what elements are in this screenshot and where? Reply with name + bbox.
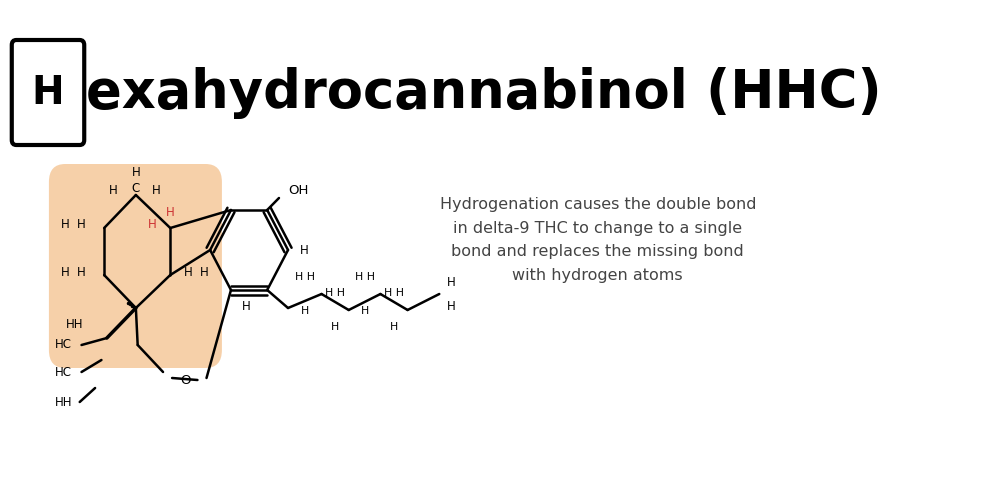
Text: HH: HH [66, 318, 83, 332]
Text: H: H [32, 74, 64, 112]
Text: H: H [151, 184, 160, 196]
Text: H H: H H [325, 288, 345, 298]
Text: H H: H H [355, 272, 375, 282]
FancyBboxPatch shape [49, 164, 222, 368]
Text: H: H [148, 218, 157, 232]
Text: HH: HH [55, 396, 72, 408]
Text: H: H [361, 306, 369, 316]
Text: H: H [200, 266, 209, 278]
Text: H: H [300, 244, 309, 256]
Text: H: H [390, 322, 398, 332]
Text: OH: OH [288, 184, 308, 196]
Text: H: H [242, 300, 251, 314]
Text: H: H [447, 276, 455, 289]
Text: H: H [331, 322, 339, 332]
FancyBboxPatch shape [12, 40, 84, 145]
Text: O: O [180, 374, 191, 386]
Text: HC: HC [55, 338, 72, 351]
Text: H: H [131, 166, 140, 178]
Text: exahydrocannabinol (HHC): exahydrocannabinol (HHC) [86, 67, 882, 119]
Text: Hydrogenation causes the double bond
in delta-9 THC to change to a single
bond a: Hydrogenation causes the double bond in … [440, 198, 756, 282]
Text: H: H [109, 184, 118, 196]
Text: HC: HC [55, 366, 72, 378]
Text: H: H [61, 266, 70, 278]
Text: H: H [61, 218, 70, 232]
Text: H: H [184, 266, 193, 278]
Text: C: C [132, 182, 140, 194]
Text: H: H [447, 300, 455, 314]
Text: H H: H H [384, 288, 404, 298]
Text: H: H [301, 306, 309, 316]
Text: H: H [77, 218, 86, 232]
Text: H: H [77, 266, 86, 278]
Text: H H: H H [295, 272, 315, 282]
Text: H: H [166, 206, 175, 218]
